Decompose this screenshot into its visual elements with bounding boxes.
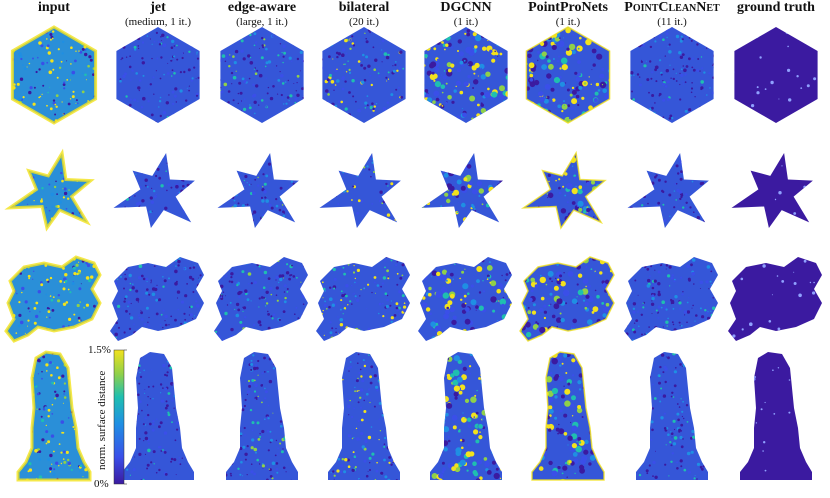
result-icosahedron-ground-truth <box>734 27 818 123</box>
column-subtitle: (1 it.) <box>555 16 581 28</box>
result-icosahedron-pointcleannet <box>630 27 714 123</box>
result-dragon-dgcnn <box>418 257 512 341</box>
result-star-dgcnn <box>421 153 503 228</box>
column-header-5: PointProNets (1 it.) <box>516 0 620 28</box>
result-icosahedron-pointpronets <box>525 26 611 124</box>
column-header-0: input <box>2 0 106 16</box>
result-star-edge-aware <box>217 153 299 228</box>
result-star-input <box>4 148 95 232</box>
column-header-1: jet (medium, 1 it.) <box>106 0 210 28</box>
result-star-bilateral <box>319 153 401 228</box>
result-statue-dgcnn <box>430 352 502 480</box>
colorbar-min-label: 0% <box>94 478 109 490</box>
colorbar-title: norm. surface distance <box>96 370 108 470</box>
result-dragon-pointcleannet <box>624 257 718 341</box>
result-statue-bilateral <box>328 352 400 480</box>
result-statue-edge-aware <box>226 352 298 480</box>
column-header-3: bilateral (20 it.) <box>312 0 416 28</box>
result-dragon-edge-aware <box>214 257 308 341</box>
column-header-7: ground truth <box>724 0 828 16</box>
result-statue-input <box>16 350 92 482</box>
colorbar <box>113 349 125 485</box>
column-title: edge-aware <box>227 0 297 15</box>
column-title: bilateral <box>338 0 390 15</box>
column-header-6: PointCleanNet (11 it.) <box>620 0 724 28</box>
result-dragon-pointpronets <box>519 256 615 342</box>
column-header-4: DGCNN (1 it.) <box>414 0 518 28</box>
result-dragon-input <box>4 255 102 343</box>
column-title: PointCleanNet <box>624 0 720 15</box>
result-icosahedron-jet <box>116 27 200 123</box>
result-star-pointpronets <box>520 150 607 230</box>
result-statue-ground-truth <box>740 352 812 480</box>
result-icosahedron-input <box>10 25 98 125</box>
colorbar-max-label: 1.5% <box>88 344 111 356</box>
column-title: jet <box>150 0 166 15</box>
result-statue-pointpronets <box>531 351 605 481</box>
result-dragon-bilateral <box>316 257 410 341</box>
column-subtitle: (11 it.) <box>657 16 687 28</box>
result-dragon-jet <box>110 257 204 341</box>
column-header-2: edge-aware (large, 1 it.) <box>210 0 314 28</box>
column-subtitle: (large, 1 it.) <box>236 16 288 28</box>
column-title: PointProNets <box>528 0 608 15</box>
result-icosahedron-bilateral <box>322 27 406 123</box>
column-subtitle: (1 it.) <box>453 16 479 28</box>
column-subtitle: (20 it.) <box>349 16 379 28</box>
result-icosahedron-edge-aware <box>220 27 304 123</box>
column-title: input <box>38 0 70 15</box>
result-statue-pointcleannet <box>636 352 708 480</box>
result-dragon-ground-truth <box>728 257 822 341</box>
column-title: ground truth <box>737 0 815 15</box>
result-star-pointcleannet <box>627 153 709 228</box>
column-subtitle: (medium, 1 it.) <box>125 16 191 28</box>
result-icosahedron-dgcnn <box>424 27 508 123</box>
column-title: DGCNN <box>440 0 492 15</box>
result-star-jet <box>113 153 195 228</box>
result-star-ground-truth <box>731 153 813 228</box>
